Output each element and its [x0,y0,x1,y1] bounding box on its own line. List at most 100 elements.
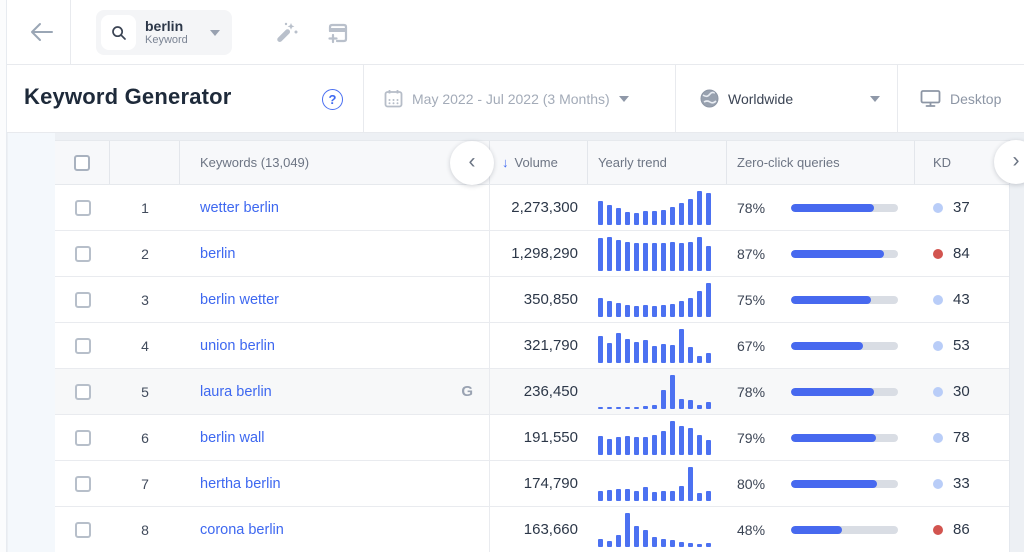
trend-bar [607,343,612,363]
column-header-trend[interactable]: Yearly trend [588,141,727,184]
trend-bar-chart [598,373,711,409]
row-checkbox[interactable] [74,475,91,492]
volume-value: 321,790 [523,337,578,354]
row-rank: 6 [141,429,149,446]
search-icon [101,15,136,50]
zero-click-percent: 78% [737,199,766,216]
zero-click-cell: 78% [727,185,915,230]
volume-value: 350,850 [523,291,578,308]
trend-bar-chart [598,419,711,455]
kd-difficulty-dot [933,478,943,489]
help-icon[interactable]: ? [322,89,343,110]
keyword-link[interactable]: berlin wall [200,429,265,446]
row-checkbox[interactable] [74,337,91,354]
kd-value: 30 [953,383,970,400]
back-arrow-icon [31,22,53,41]
table-row: 4 union berlin 321,790 67% 53 [55,323,1009,369]
table-row: 2 berlin 1,298,290 87% 84 [55,231,1009,277]
row-checkbox[interactable] [74,199,91,216]
date-range-filter[interactable]: May 2022 - Jul 2022 (3 Months) [384,65,674,132]
trend-bar [652,492,657,501]
column-header-kd[interactable]: KD [933,155,952,170]
yearly-trend-cell [588,277,727,322]
keyword-link[interactable]: berlin [200,245,236,262]
trend-bar [688,467,693,501]
trend-bar-chart [598,327,711,363]
keyword-cell: wetter berlin [180,185,490,230]
table-body: 1 wetter berlin 2,273,300 78% 37 2 berlin 1,298… [55,185,1009,552]
volume-value: 163,660 [523,521,578,538]
row-checkbox[interactable] [74,291,91,308]
trend-bar [706,353,711,363]
zero-click-progress-track [791,433,898,442]
device-value: Desktop [950,90,1002,107]
column-header-keywords[interactable]: Keywords (13,049) [180,141,490,184]
zero-click-cell: 80% [727,461,915,506]
trend-bar [697,191,702,225]
zero-click-progress-track [791,295,898,304]
keyword-link[interactable]: hertha berlin [200,475,281,492]
keyword-link[interactable]: laura berlin [200,383,272,400]
row-checkbox[interactable] [74,245,91,262]
seed-keyword-dropdown[interactable]: berlin Keyword [96,10,232,55]
keyword-link[interactable]: berlin wetter [200,291,279,308]
trend-bar [706,246,711,271]
kd-value: 33 [953,475,970,492]
row-rank: 2 [141,245,149,262]
row-checkbox[interactable] [74,521,91,538]
row-checkbox[interactable] [74,429,91,446]
trend-bar [634,526,639,547]
trend-bar [688,199,693,225]
kd-value: 43 [953,291,970,308]
kd-cell: 78 [915,415,1010,460]
monitor-icon [920,90,941,107]
trend-bar [598,201,603,225]
column-header-volume[interactable]: ↓ Volume [490,141,588,184]
trend-bar [652,243,657,271]
select-all-checkbox[interactable] [74,154,90,171]
trend-bar [706,283,711,317]
column-header-zero-click[interactable]: Zero-click queries [727,141,915,184]
row-checkbox[interactable] [74,383,91,400]
chevron-down-icon [618,95,629,102]
trend-bar [634,342,639,363]
trend-bar [670,491,675,501]
trend-bar [607,490,612,501]
trend-bar [598,491,603,501]
zero-click-progress-track [791,203,898,212]
trend-bar [625,407,630,409]
kd-value: 86 [953,521,970,538]
zero-click-progress-track [791,479,898,488]
keyword-cell: berlin wetter [180,277,490,322]
keyword-link[interactable]: wetter berlin [200,199,279,216]
trend-bar [661,431,666,455]
scroll-left-button[interactable]: ‹ [450,141,494,185]
back-button[interactable] [26,18,56,48]
trend-bar [661,390,666,409]
left-gutter [8,133,55,552]
kd-difficulty-dot [933,340,943,351]
row-rank: 3 [141,291,149,308]
region-filter[interactable]: Worldwide [700,65,880,132]
add-to-list-icon[interactable] [322,17,354,49]
device-filter[interactable]: Desktop [920,65,1020,132]
volume-value: 1,298,290 [511,245,578,262]
keyword-cell: laura berlin G [180,369,490,414]
keyword-link[interactable]: union berlin [200,337,275,354]
trend-bar-chart [598,235,711,271]
trend-bar [661,305,666,317]
trend-bar [598,407,603,409]
serp-features-icon: G [461,383,473,400]
scroll-right-button[interactable]: › [994,140,1024,184]
trend-bar [634,213,639,225]
kd-value: 84 [953,245,970,262]
yearly-trend-cell [588,507,727,552]
trend-bar [661,491,666,501]
kd-difficulty-dot [933,386,943,397]
magic-wand-icon[interactable] [270,17,302,49]
keyword-cell: hertha berlin [180,461,490,506]
zero-click-percent: 80% [737,475,766,492]
trend-bar [616,489,621,501]
yearly-trend-cell [588,323,727,368]
keyword-link[interactable]: corona berlin [200,521,284,538]
